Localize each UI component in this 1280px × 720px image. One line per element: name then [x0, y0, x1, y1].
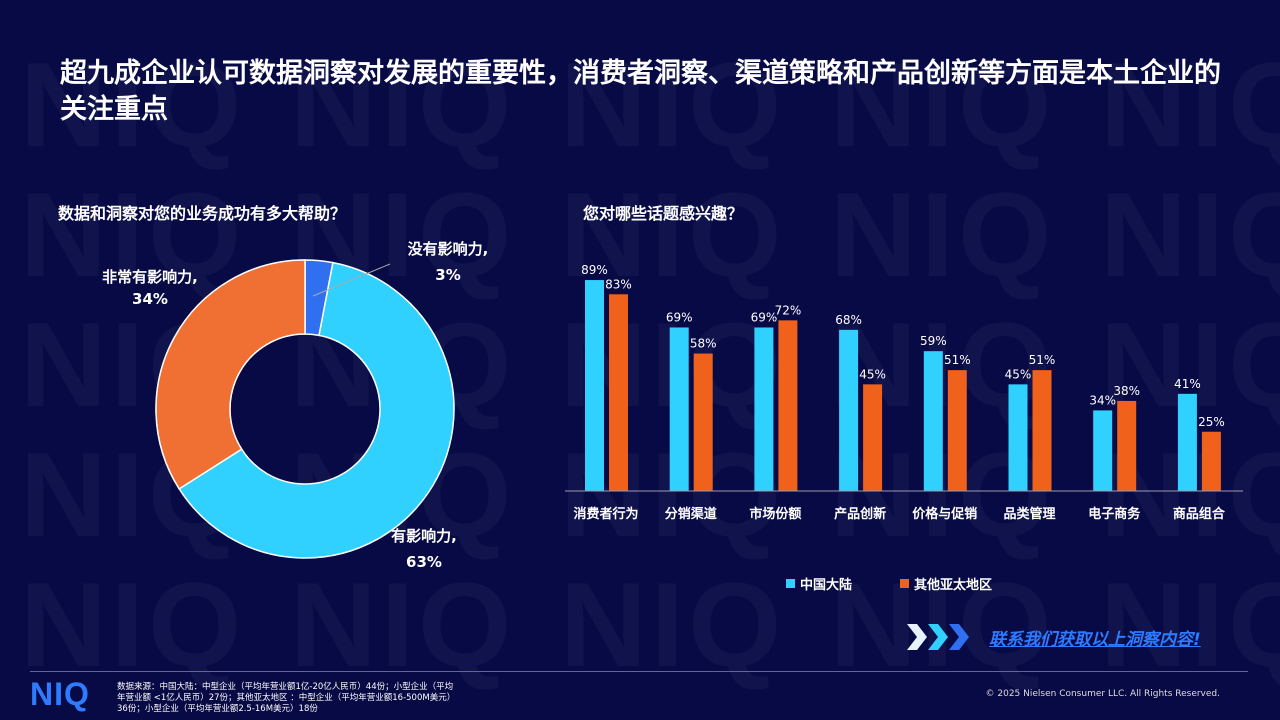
copyright: © 2025 Nielsen Consumer LLC. All Rights …	[985, 689, 1221, 699]
bar	[778, 320, 798, 491]
bar-value-label: 69%	[751, 310, 778, 324]
bar-value-label: 51%	[944, 353, 971, 367]
bar	[947, 370, 967, 491]
slice-value: 34%	[132, 290, 168, 308]
category-label: 商品组合	[1173, 506, 1226, 522]
bar-value-label: 59%	[920, 334, 947, 348]
donut-chart: 没有影响力, 3% 有影响力, 63% 非常有影响力, 34%	[102, 240, 488, 571]
bar-value-label: 72%	[775, 303, 802, 317]
bar	[1008, 384, 1028, 491]
data-source-note: 数据来源：中国大陆：中型企业（平均年营业额1亿-20亿人民币）44份；小型企业（…	[117, 682, 456, 714]
bar-value-label: 38%	[1113, 384, 1140, 398]
bar-value-label: 34%	[1089, 393, 1116, 407]
category-label: 分销渠道	[665, 506, 717, 522]
donut-slice	[155, 259, 306, 490]
category-label: 消费者行为	[573, 506, 638, 522]
page-title: 超九成企业认可数据洞察对发展的重要性，消费者洞察、渠道策略和产品创新等方面是本土…	[60, 58, 1221, 125]
bar	[609, 294, 628, 491]
bar-value-label: 58%	[690, 337, 717, 351]
bar	[1117, 400, 1137, 491]
bar-value-label: 83%	[605, 277, 632, 291]
niq-logo: NIQ	[30, 676, 90, 712]
bar-value-label: 45%	[1005, 367, 1032, 381]
legend-item-china: 中国大陆	[786, 574, 852, 593]
bar	[839, 329, 859, 491]
bar	[1093, 410, 1113, 491]
footer-divider	[30, 671, 1248, 672]
bar-value-label: 41%	[1174, 377, 1201, 391]
legend-item-apac: 其他亚太地区	[900, 574, 992, 593]
slice-label: 非常有影响力,	[102, 268, 198, 286]
contact-cta[interactable]: 联系我们获取以上洞察内容!	[907, 622, 1201, 652]
bar-chart-title: 您对哪些话题感兴趣？	[583, 204, 744, 223]
category-label: 市场份额	[749, 506, 801, 522]
bar-chart: 89%83%消费者行为69%58%分销渠道69%72%市场份额68%45%产品创…	[573, 263, 1225, 522]
slice-value: 63%	[406, 553, 442, 571]
donut-chart-title: 数据和洞察对您的业务成功有多大帮助？	[58, 204, 347, 223]
bar	[863, 384, 883, 491]
slice-value: 3%	[435, 266, 460, 284]
bar-value-label: 45%	[859, 367, 886, 381]
bar-value-label: 89%	[581, 263, 608, 277]
bar-value-label: 25%	[1198, 415, 1225, 429]
legend-label: 其他亚太地区	[914, 578, 993, 593]
category-label: 电子商务	[1088, 506, 1141, 522]
bar	[669, 327, 689, 491]
bar-value-label: 69%	[666, 310, 693, 324]
triple-chevron-icon	[907, 624, 969, 650]
legend-label: 中国大陆	[800, 578, 853, 593]
bar	[585, 280, 604, 491]
category-label: 价格与促销	[912, 506, 977, 522]
legend-swatch-cyan	[786, 579, 795, 588]
bar-value-label: 51%	[1029, 353, 1056, 367]
contact-link[interactable]: 联系我们获取以上洞察内容!	[989, 629, 1201, 650]
slice-label: 没有影响力,	[408, 240, 489, 258]
bar	[923, 351, 943, 491]
category-label: 产品创新	[834, 506, 886, 522]
leader-line	[312, 263, 391, 297]
bar	[754, 327, 774, 491]
category-label: 品类管理	[1003, 506, 1055, 522]
bar	[1177, 393, 1197, 491]
bar	[693, 353, 713, 491]
slice-label: 有影响力,	[391, 527, 457, 545]
bar	[1032, 370, 1052, 491]
legend-swatch-orange	[900, 579, 909, 588]
donut-slice	[178, 261, 455, 559]
bar-value-label: 68%	[835, 313, 862, 327]
bar	[1201, 431, 1221, 491]
